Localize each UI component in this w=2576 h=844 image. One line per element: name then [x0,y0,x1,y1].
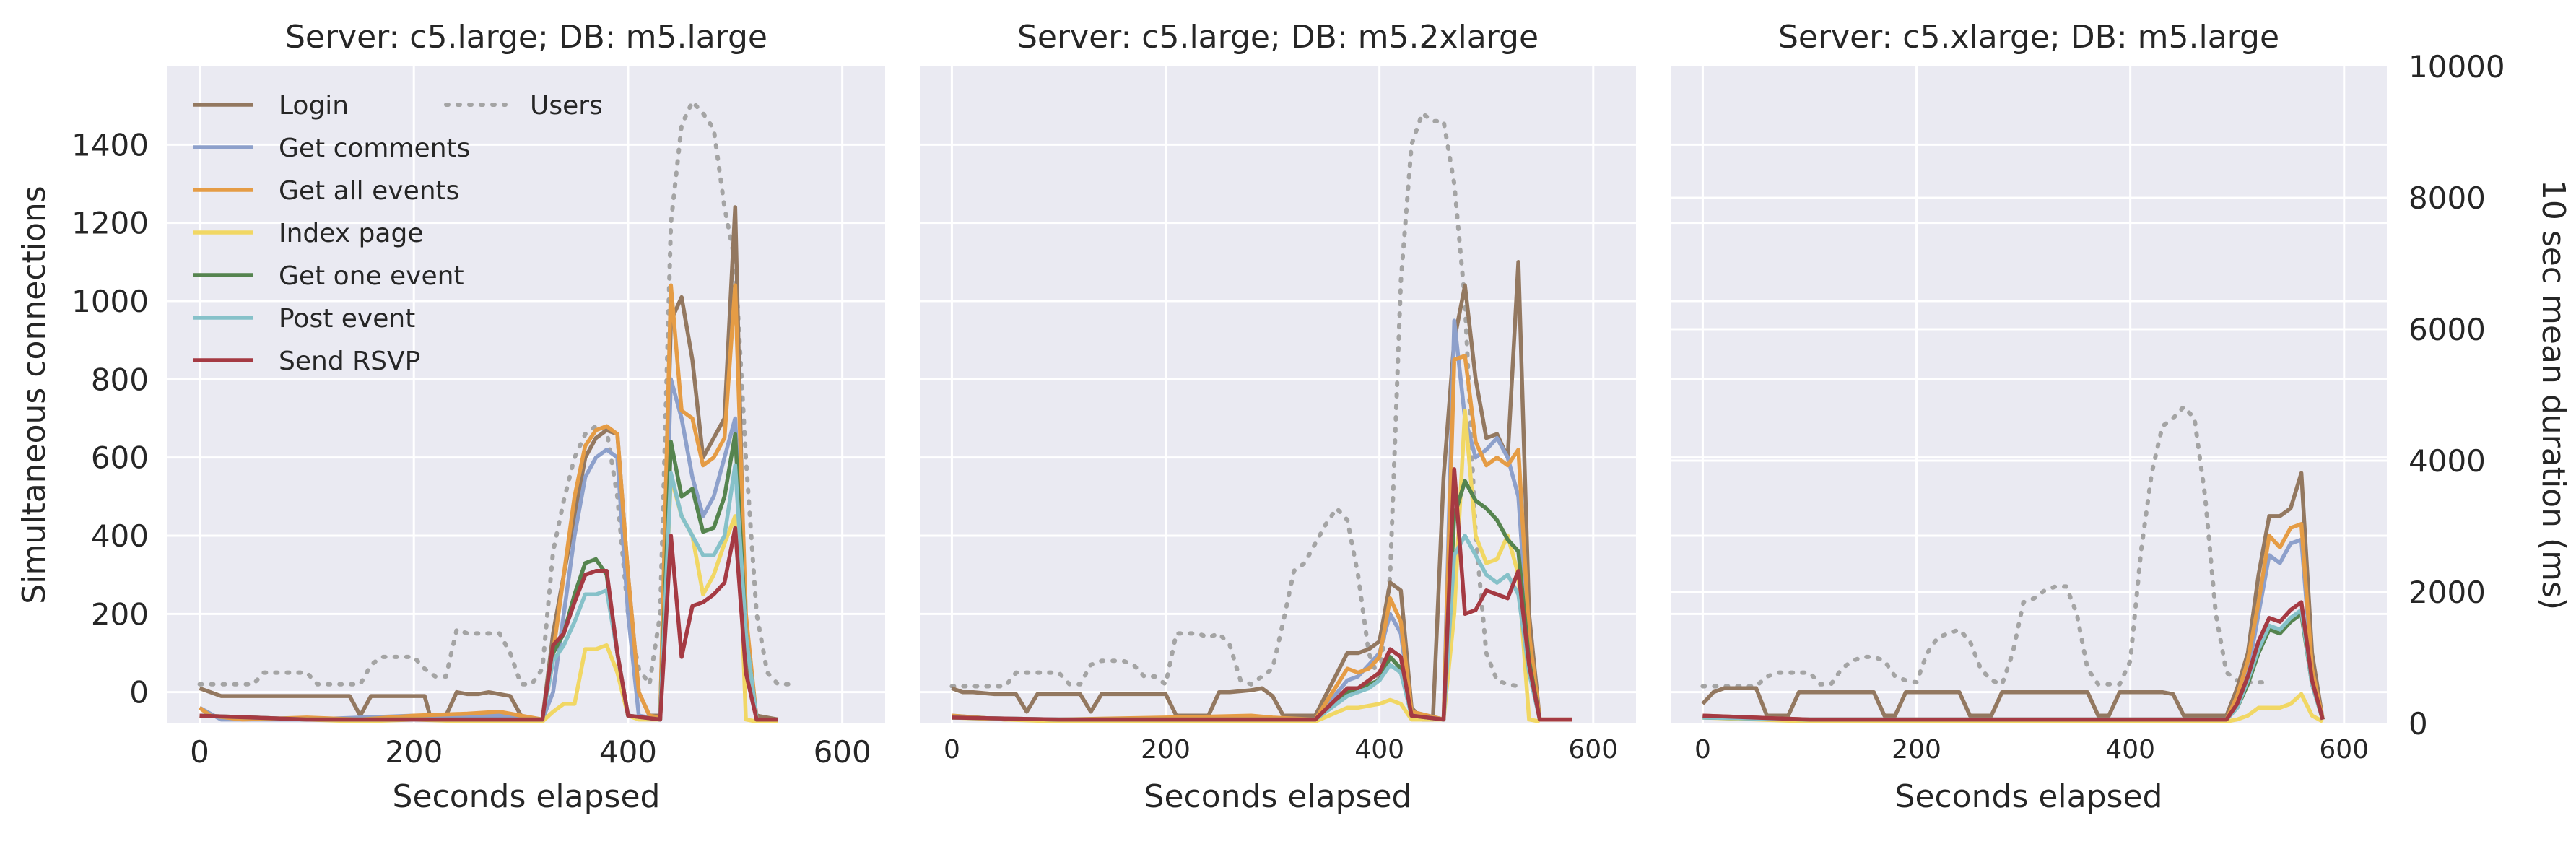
y-tick-label: 1400 [71,127,149,162]
legend-label-get-comments: Get comments [279,134,470,163]
series-line-users [1700,404,2272,689]
x-tick-labels-3: 0 200 400 600 [1694,735,2369,765]
x-tick-label: 0 [190,734,209,770]
x-tick-label: 200 [1141,735,1191,765]
chart-panel-2: 0 200 400 600 Server: c5.large; DB: m5.2xla… [920,19,1636,815]
x-tick-label: 200 [1892,735,1941,765]
x-tick-labels-1: 0 200 400 600 [190,734,871,770]
x-tick-label: 400 [599,734,657,770]
x-tick-label: 600 [1568,735,1618,765]
x-axis-label-2: Seconds elapsed [1144,778,1412,815]
legend-label-post-event: Post event [279,304,415,334]
legend-label-login: Login [279,91,349,121]
series-line-users [197,99,791,687]
x-tick-label: 400 [2105,735,2155,765]
x-tick-label: 600 [2319,735,2369,765]
series-line-users [949,111,1521,689]
series-lines-1 [197,99,791,723]
y-tick-label: 0 [129,675,149,710]
x-axis-label-3: Seconds elapsed [1895,778,2163,815]
chart-panel-3: 0 200 400 600 0 2000 4000 6000 8000 10000 Server… [1671,19,2572,815]
legend-label-get-all-events: Get all events [279,176,459,206]
legend-label-index-page: Index page [279,219,423,248]
y-axis-label-1: Simultaneous connections [16,186,53,604]
chart-title-2: Server: c5.large; DB: m5.2xlarge [1017,19,1539,56]
y-tick-label: 800 [91,362,149,397]
y-tick-label: 1200 [71,206,149,241]
x-tick-label: 0 [944,735,960,765]
chart-title-3: Server: c5.xlarge; DB: m5.large [1778,19,2279,56]
series-line-login [1701,471,2325,721]
series-lines-3 [1700,404,2325,723]
legend: Login Get comments Get all events Index pag… [193,91,603,376]
y2-tick-label: 0 [2409,706,2428,741]
grid-1 [167,66,885,723]
y2-tick-label: 10000 [2409,49,2505,84]
series-line-get-all-events [952,354,1572,722]
y2-tick-label: 6000 [2409,312,2486,347]
chart-title-1: Server: c5.large; DB: m5.large [285,19,767,56]
series-line-login [951,260,1572,722]
y-tick-label: 400 [91,518,149,554]
grid-3 [1671,66,2387,723]
y-tick-label: 1000 [71,284,149,319]
plot-area-3 [1671,66,2387,723]
series-line-send-rsvp [952,467,1572,722]
x-tick-label: 400 [1354,735,1404,765]
series-line-get-all-events [198,283,778,722]
y-tick-labels-1: 0 200 400 600 800 1000 1200 1400 [71,127,149,710]
chart-panel-1: 0 200 400 600 0 200 400 600 800 1000 1200 1400 Ser… [16,19,885,815]
legend-label-users: Users [530,91,603,121]
legend-label-get-one-event: Get one event [279,261,464,291]
legend-label-send-rsvp: Send RSVP [279,347,420,376]
x-tick-label: 0 [1694,735,1711,765]
y2-tick-label: 4000 [2409,443,2486,479]
y-tick-label: 600 [91,440,149,476]
series-lines-2 [949,111,1572,723]
series-line-send-rsvp [1702,600,2325,722]
x-tick-labels-2: 0 200 400 600 [944,735,1618,765]
plot-area-1 [167,66,885,723]
y2-tick-labels-3: 0 2000 4000 6000 8000 10000 [2409,49,2505,741]
series-line-send-rsvp [199,526,778,722]
x-tick-label: 200 [385,734,443,770]
series-line-get-comments [199,377,759,722]
y-tick-label: 200 [91,596,149,632]
x-axis-label-1: Seconds elapsed [393,778,661,815]
x-tick-label: 600 [814,734,871,770]
y2-tick-label: 8000 [2409,180,2486,216]
y2-axis-label-3: 10 sec mean duration (ms) [2535,180,2572,610]
y2-tick-label: 2000 [2409,575,2486,610]
